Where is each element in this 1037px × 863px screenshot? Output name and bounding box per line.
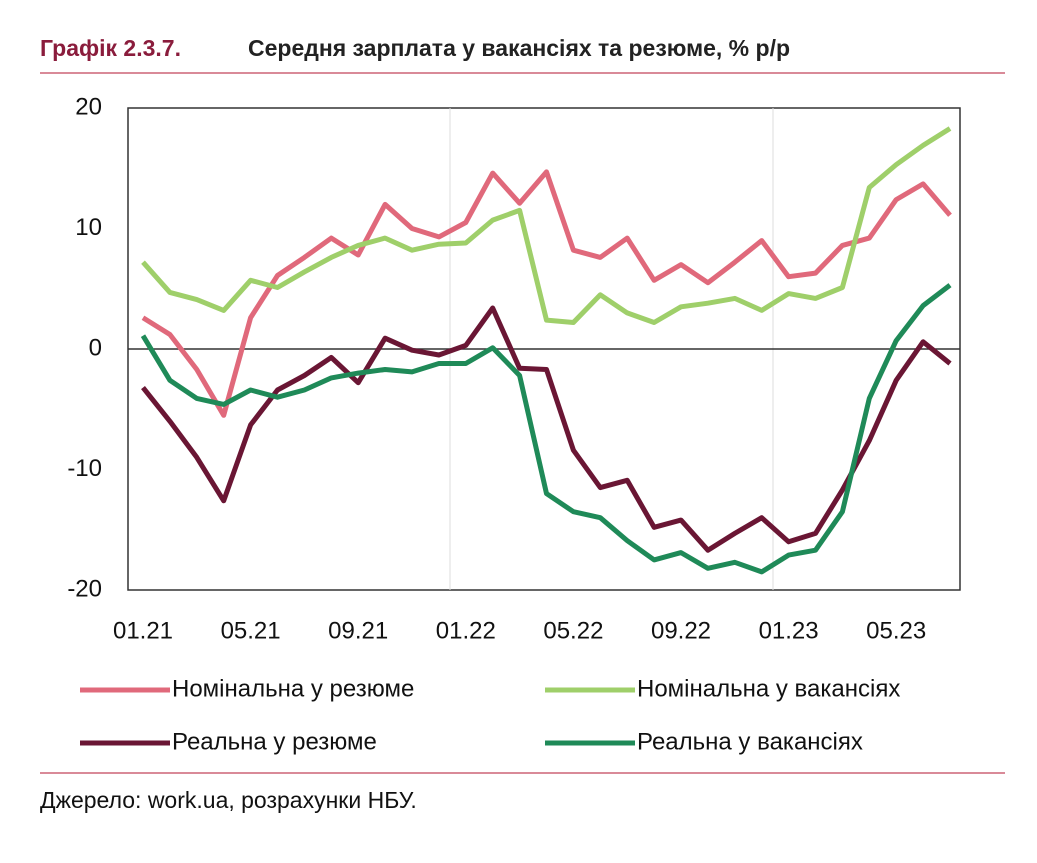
x-tick-label: 09.21 <box>328 617 388 644</box>
series-line <box>140 283 952 575</box>
x-tick-label: 01.23 <box>759 617 819 644</box>
series-line <box>141 169 952 418</box>
chart-title: Середня зарплата у вакансіях та резюме, … <box>248 35 790 61</box>
legend-label: Реальна у вакансіях <box>637 728 863 755</box>
x-tick-label: 09.22 <box>651 617 711 644</box>
figure-label: Графік 2.3.7. <box>40 35 181 61</box>
legend-label: Номінальна у вакансіях <box>637 675 900 702</box>
y-tick-label: 0 <box>89 334 102 361</box>
x-tick-label: 01.21 <box>113 617 173 644</box>
source: Джерело: work.ua, розрахунки НБУ. <box>40 787 417 813</box>
y-tick-label: 20 <box>75 93 102 120</box>
x-tick-label: 05.22 <box>543 617 603 644</box>
y-tick-label: -10 <box>67 455 102 482</box>
x-tick-label: 01.22 <box>436 617 496 644</box>
y-tick-label: 10 <box>75 214 102 241</box>
x-tick-label: 05.21 <box>221 617 281 644</box>
x-tick-label: 05.23 <box>866 617 926 644</box>
y-tick-label: -20 <box>67 575 102 602</box>
series-line <box>141 305 952 553</box>
legend-label: Номінальна у резюме <box>172 675 414 702</box>
series-line <box>141 126 952 325</box>
legend-label: Реальна у резюме <box>172 728 377 755</box>
